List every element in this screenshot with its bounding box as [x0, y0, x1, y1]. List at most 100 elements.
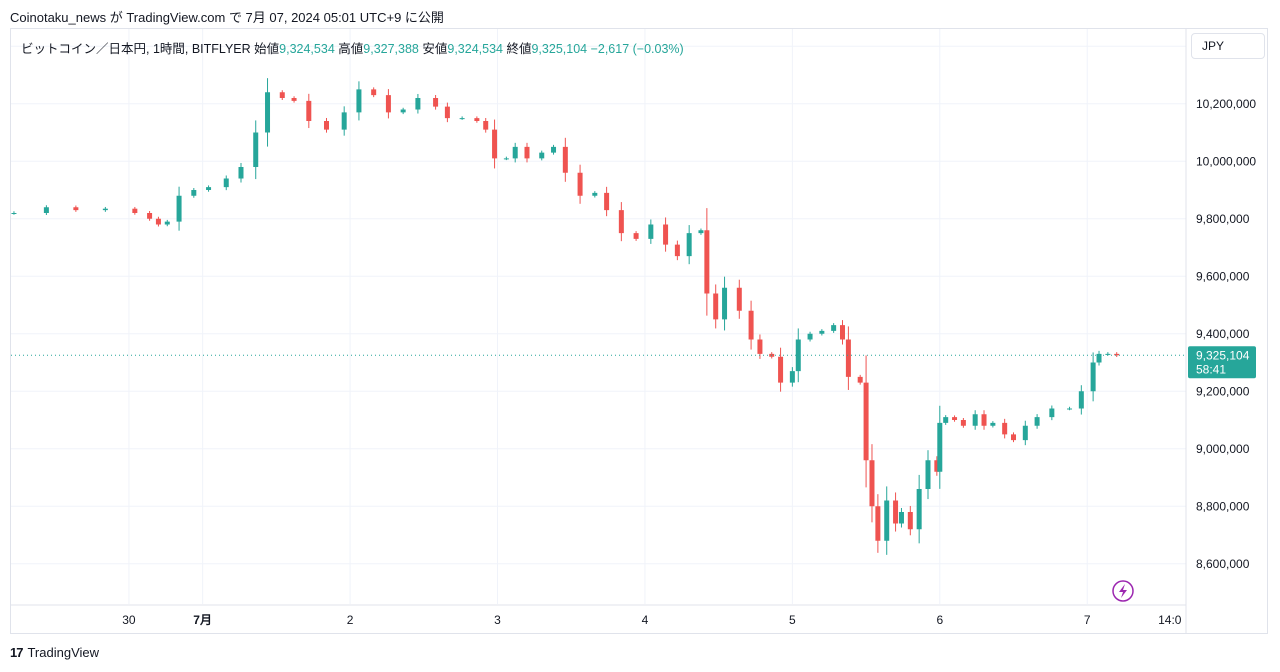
- candle-body: [845, 339, 851, 377]
- x-tick-label: 30: [122, 613, 136, 627]
- candle-body: [253, 132, 259, 167]
- y-tick-label: 9,800,000: [1196, 212, 1250, 226]
- candle-body: [43, 207, 49, 213]
- candle-body: [306, 100, 312, 121]
- candle-body: [1049, 408, 1055, 418]
- candle-body: [279, 92, 285, 98]
- symbol-title[interactable]: ビットコイン／日本円, 1時間, BITFLYER: [21, 42, 251, 56]
- footer-brand-text: TradingView: [27, 645, 100, 660]
- candle-body: [1105, 353, 1111, 355]
- high-label: 高値: [338, 42, 364, 56]
- candle-body: [524, 146, 530, 159]
- change-value: −2,617 (−0.03%): [590, 42, 684, 56]
- candle-body: [704, 230, 710, 294]
- price-axis: 8,600,000 8,800,000 9,000,000 9,200,000 9,40…: [1196, 39, 1256, 571]
- candle-body: [176, 195, 182, 222]
- candle-body: [869, 460, 875, 507]
- candle-body: [1114, 353, 1120, 356]
- candle-body: [916, 489, 922, 530]
- candle-body: [191, 190, 197, 196]
- candle-body: [1034, 417, 1040, 426]
- y-tick-label: 9,600,000: [1196, 269, 1250, 283]
- candle-body: [898, 512, 904, 524]
- candle-body: [474, 118, 480, 121]
- candle-body: [323, 121, 329, 130]
- candle-series: [11, 78, 1120, 555]
- candle-body: [433, 98, 439, 107]
- candle-body: [875, 506, 881, 541]
- candle-body: [937, 422, 943, 472]
- candle-body: [981, 414, 987, 426]
- candle-body: [1078, 391, 1084, 409]
- candle-body: [444, 106, 450, 119]
- candle-body: [686, 233, 692, 257]
- candle-body: [934, 460, 940, 472]
- x-tick-label: 4: [642, 613, 649, 627]
- candle-body: [577, 172, 583, 196]
- candle-body: [265, 92, 271, 133]
- x-tick-label: 7月: [193, 613, 212, 627]
- candle-body: [459, 118, 465, 120]
- candle-body: [952, 417, 958, 420]
- candle-body: [164, 221, 170, 225]
- candle-body: [562, 146, 568, 173]
- candle-body: [155, 218, 161, 225]
- candle-body: [748, 310, 754, 340]
- candle-body: [819, 330, 825, 334]
- price-tag-countdown: 58:41: [1196, 362, 1226, 376]
- candle-body: [132, 208, 138, 213]
- currency-button[interactable]: JPY: [1191, 33, 1265, 59]
- close-value: 9,325,104: [531, 42, 588, 56]
- candle-body: [11, 213, 17, 214]
- candle-body: [291, 98, 297, 101]
- candle-body: [1002, 422, 1008, 435]
- y-tick-label: 10,200,000: [1196, 97, 1256, 111]
- candle-body: [415, 98, 421, 110]
- candle-body: [604, 192, 610, 211]
- candle-body: [789, 371, 795, 383]
- candle-body: [238, 167, 244, 179]
- candle-body: [722, 287, 728, 320]
- candle-body: [807, 333, 813, 340]
- candle-body: [385, 95, 391, 113]
- candle-body: [925, 460, 931, 489]
- candle-body: [863, 382, 869, 461]
- candle-body: [400, 109, 406, 113]
- candle-body: [551, 146, 557, 153]
- candle-body: [674, 244, 680, 257]
- candle-body: [483, 121, 489, 130]
- candle-body: [884, 500, 890, 541]
- candle-body: [633, 233, 639, 239]
- candle-body: [663, 224, 669, 245]
- candle-body: [857, 376, 863, 383]
- candle-body: [512, 146, 518, 159]
- low-label: 安値: [422, 42, 448, 56]
- y-tick-label: 9,000,000: [1196, 442, 1250, 456]
- y-tick-label: 10,000,000: [1196, 154, 1256, 168]
- candle-body: [341, 112, 347, 130]
- x-tick-label: 6: [936, 613, 943, 627]
- candle-body: [147, 213, 153, 219]
- x-tick-label: 7: [1084, 613, 1091, 627]
- candle-body: [1011, 434, 1017, 441]
- candle-body: [648, 224, 654, 239]
- candle-body: [698, 230, 704, 234]
- candle-body: [371, 89, 377, 96]
- candle-body: [1067, 408, 1073, 410]
- close-label: 終値: [506, 42, 532, 56]
- candle-body: [972, 414, 978, 426]
- x-tick-label: 3: [494, 613, 501, 627]
- x-tick-label: 14:0: [1158, 613, 1182, 627]
- candle-body: [960, 420, 966, 426]
- candle-body: [102, 208, 108, 211]
- candle-body: [503, 158, 509, 160]
- price-tag: 9,325,104 58:41: [1188, 346, 1256, 379]
- candle-body: [893, 500, 899, 524]
- candle-body: [757, 339, 763, 354]
- candle-body: [1096, 353, 1102, 363]
- y-tick-label: 9,400,000: [1196, 327, 1250, 341]
- lightning-icon[interactable]: [1112, 580, 1134, 602]
- x-tick-label: 2: [347, 613, 354, 627]
- y-tick-label: 9,200,000: [1196, 384, 1250, 398]
